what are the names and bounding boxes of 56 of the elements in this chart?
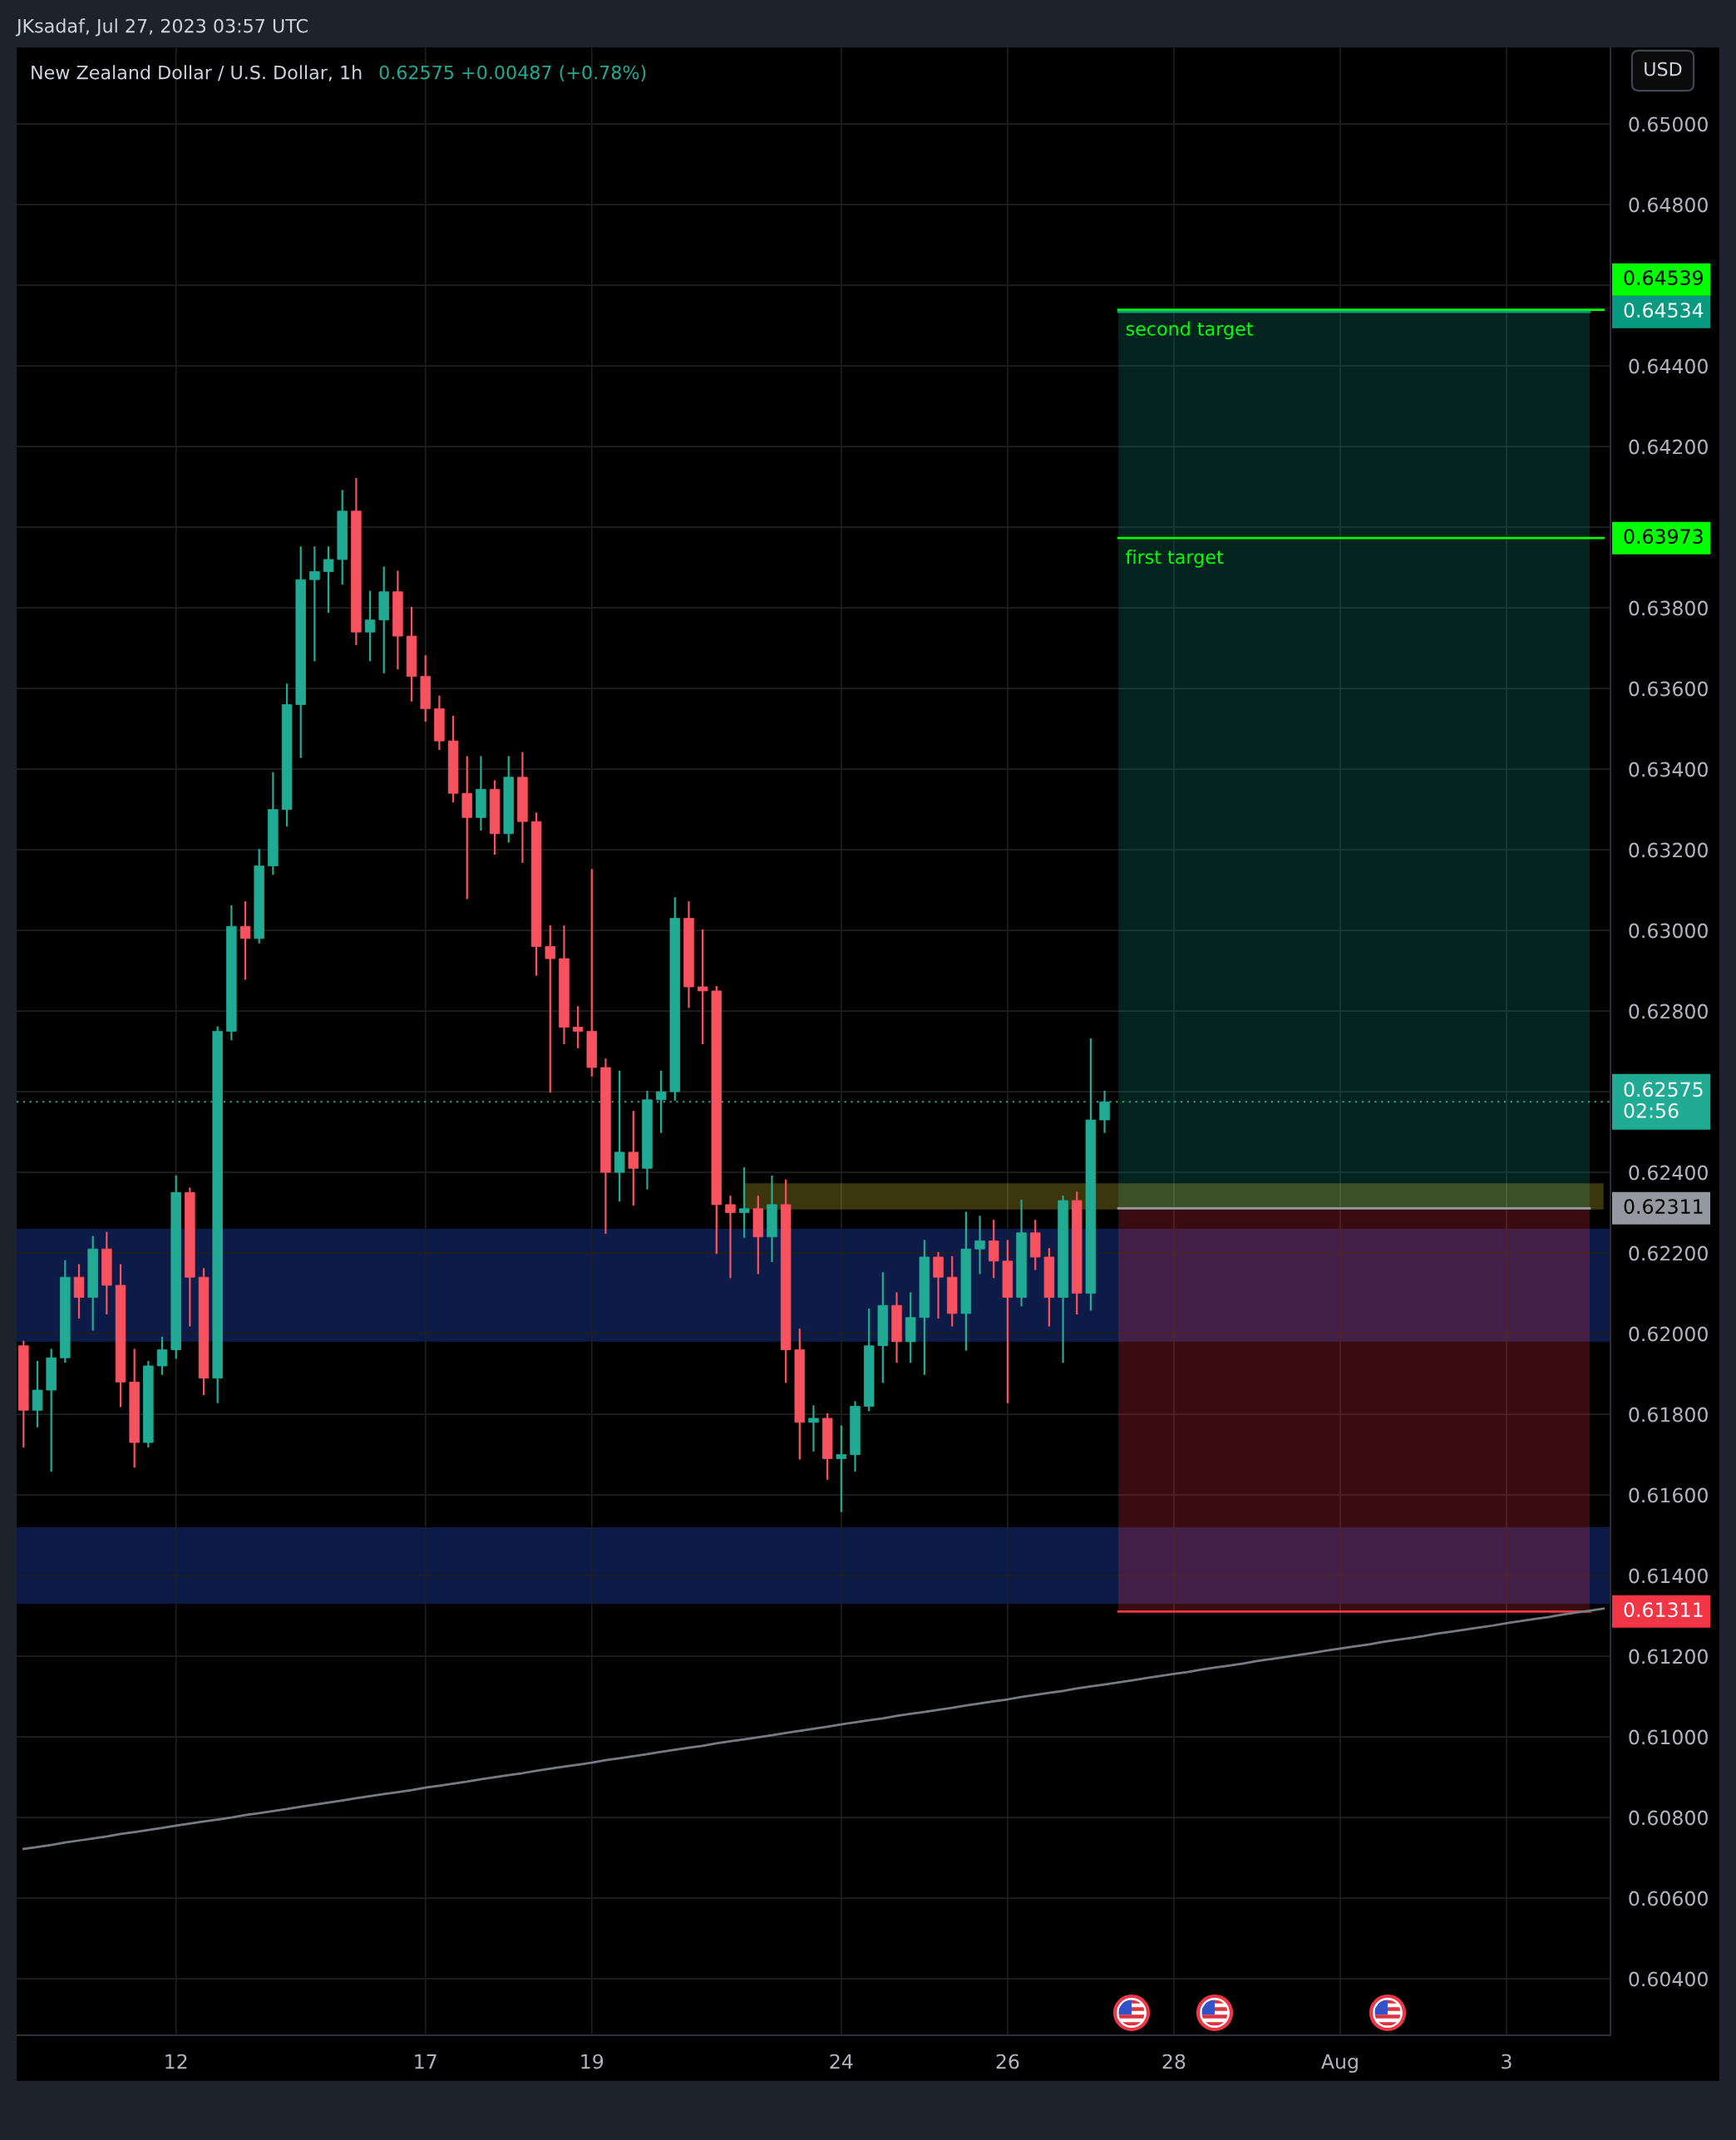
- text: USD: [1645, 62, 1682, 76]
- y-tick-label: 0.65000: [1629, 116, 1708, 132]
- candlestick: [309, 546, 320, 662]
- line-series: [22, 1607, 1605, 1851]
- ref-line-label: 0.62575 02:56: [1624, 1082, 1703, 1118]
- candlestick: [572, 1006, 584, 1048]
- y-tick-label: 0.61800: [1629, 1407, 1708, 1423]
- y-tick-label: 0.61200: [1629, 1649, 1708, 1664]
- y-tick-label: 0.61000: [1629, 1729, 1708, 1745]
- y-tick-label: 0.62400: [1629, 1165, 1708, 1181]
- x-tick-label: 19: [581, 2054, 604, 2069]
- candlestick: [628, 1111, 639, 1206]
- x-tick-label: 26: [996, 2054, 1019, 2069]
- text: New Zealand Dollar / U.S. Dollar, 1h: [32, 65, 362, 81]
- y-tick-label: 0.61600: [1629, 1487, 1708, 1503]
- candlestick: [364, 590, 376, 662]
- y-tick-label: 0.63600: [1629, 681, 1708, 697]
- data-label: 0.64534: [1624, 303, 1704, 318]
- y-tick-label: 0.62200: [1629, 1245, 1708, 1261]
- candlestick: [156, 1336, 168, 1375]
- data-label: 0.63973: [1624, 529, 1703, 545]
- candlestick: [697, 929, 708, 1045]
- candlestick: [725, 1196, 736, 1279]
- series-label: first target: [1126, 550, 1224, 568]
- y-tick-label: 0.62000: [1629, 1326, 1708, 1342]
- y-tick-label: 0.64800: [1629, 197, 1708, 213]
- y-tick-label: 0.63000: [1629, 923, 1708, 939]
- y-tick-label: 0.63800: [1629, 600, 1708, 616]
- x-tick-label: Aug: [1321, 2054, 1358, 2073]
- x-tick-label: 17: [415, 2054, 436, 2069]
- x-tick-label: 3: [1502, 2054, 1512, 2069]
- candlestick: [323, 546, 334, 614]
- y-tick-label: 0.60800: [1629, 1810, 1708, 1826]
- y-tick-label: 0.64200: [1629, 439, 1708, 455]
- x-tick-label: 12: [165, 2054, 187, 2069]
- candlestick: [836, 1425, 847, 1512]
- y-tick-label: 0.64400: [1629, 358, 1708, 374]
- candlestick: [808, 1405, 819, 1452]
- candlestick: [974, 1215, 985, 1275]
- data-label: 0.64539: [1624, 270, 1703, 285]
- data-label: 0.61311: [1624, 1602, 1703, 1618]
- text: 0.62575 +0.00487 (+0.78%): [379, 65, 646, 82]
- candlestick: [239, 901, 251, 980]
- x-tick-label: 28: [1162, 2054, 1186, 2069]
- y-tick-label: 0.61400: [1629, 1568, 1708, 1584]
- x-tick-label: 24: [830, 2054, 853, 2069]
- y-tick-label: 0.63400: [1629, 762, 1708, 777]
- candlestick: [545, 925, 556, 1093]
- y-tick-label: 0.62800: [1629, 1003, 1708, 1019]
- y-tick-label: 0.63200: [1629, 842, 1708, 858]
- candlestick: [738, 1167, 750, 1238]
- text: JKsadaf, Jul 27, 2023 03:57 UTC: [15, 18, 308, 37]
- y-tick-label: 0.60600: [1629, 1891, 1708, 1906]
- data-label: 0.62311: [1624, 1199, 1703, 1215]
- y-tick-label: 0.60400: [1629, 1971, 1708, 1987]
- series-label: second target: [1126, 321, 1253, 340]
